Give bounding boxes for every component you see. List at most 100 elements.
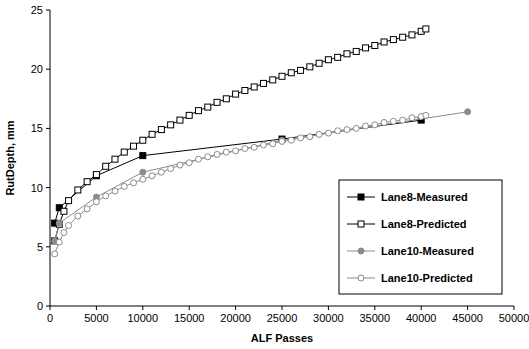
data-point	[112, 156, 118, 162]
data-point	[372, 43, 378, 49]
data-point	[344, 127, 350, 133]
y-tick	[46, 306, 50, 307]
data-point	[409, 32, 415, 38]
y-tick	[46, 69, 50, 70]
x-tick	[514, 306, 515, 310]
data-point	[400, 117, 406, 123]
data-point	[149, 131, 155, 137]
y-tick-label: 0	[37, 300, 43, 312]
data-point	[61, 230, 67, 236]
data-point	[84, 206, 90, 212]
chart: 0510152025050001000015000200002500030000…	[0, 0, 529, 349]
data-point	[131, 143, 137, 149]
x-tick	[96, 306, 97, 310]
x-tick-label: 5000	[84, 312, 108, 324]
data-point	[242, 146, 248, 152]
data-point	[140, 169, 146, 175]
y-tick	[46, 10, 50, 11]
data-point	[363, 45, 369, 51]
data-point	[168, 166, 174, 172]
x-tick-label: 50000	[499, 312, 529, 324]
plot-area	[52, 26, 471, 257]
data-point	[353, 125, 359, 131]
data-point	[66, 198, 72, 204]
data-point	[251, 84, 257, 90]
data-point	[214, 151, 220, 157]
data-point	[223, 96, 229, 102]
data-point	[423, 26, 429, 32]
data-point	[260, 142, 266, 148]
data-point	[195, 108, 201, 114]
data-point	[316, 60, 322, 66]
legend-label: Lane10-Measured	[381, 245, 474, 257]
legend-label: Lane8-Measured	[381, 191, 468, 203]
data-point	[93, 199, 99, 205]
x-tick	[189, 306, 190, 310]
data-point	[205, 104, 211, 110]
y-tick	[46, 246, 50, 247]
legend-box	[339, 180, 502, 294]
data-point	[103, 163, 109, 169]
x-tick	[235, 306, 236, 310]
data-point	[390, 37, 396, 43]
data-point	[400, 34, 406, 40]
legend-label: Lane8-Predicted	[381, 218, 467, 230]
data-point	[335, 128, 341, 134]
x-tick	[421, 306, 422, 310]
data-point	[288, 137, 294, 143]
data-point	[390, 118, 396, 124]
data-point	[316, 131, 322, 137]
data-point	[52, 251, 58, 257]
data-point	[93, 172, 99, 178]
y-tick	[46, 187, 50, 188]
legend: Lane8-Measured Lane8-Predicted Lane10-Meas…	[339, 180, 502, 294]
data-point	[423, 112, 429, 118]
x-tick	[142, 306, 143, 310]
data-point	[298, 135, 304, 141]
data-point	[363, 123, 369, 129]
y-axis-label: RutDepth, mm	[4, 120, 16, 195]
data-point	[233, 91, 239, 97]
x-tick-label: 10000	[128, 312, 159, 324]
x-tick-label: 25000	[267, 312, 298, 324]
data-point	[233, 148, 239, 154]
data-point	[103, 193, 109, 199]
legend-label: Lane10-Predicted	[381, 272, 473, 284]
x-tick-label: 20000	[220, 312, 251, 324]
data-point	[214, 99, 220, 105]
data-point	[195, 156, 201, 162]
data-point	[270, 141, 276, 147]
legend-marker	[358, 248, 364, 254]
data-point	[131, 180, 137, 186]
data-point	[177, 162, 183, 168]
series-line	[55, 112, 468, 241]
data-point	[75, 187, 81, 193]
data-point	[75, 213, 81, 219]
data-point	[223, 149, 229, 155]
x-tick-label: 45000	[452, 312, 483, 324]
data-point	[307, 64, 313, 70]
data-point	[279, 138, 285, 144]
data-point	[381, 119, 387, 125]
x-tick-label: 40000	[406, 312, 437, 324]
x-axis-label: ALF Passes	[251, 332, 313, 344]
y-tick-label: 10	[31, 182, 43, 194]
data-point	[61, 208, 67, 214]
y-tick-label: 25	[31, 4, 43, 16]
data-point	[158, 169, 164, 175]
data-point	[149, 173, 155, 179]
x-tick-label: 30000	[313, 312, 344, 324]
x-tick	[374, 306, 375, 310]
data-point	[56, 220, 62, 226]
data-point	[66, 222, 72, 228]
data-point	[140, 153, 146, 159]
data-point	[205, 154, 211, 160]
x-tick	[282, 306, 283, 310]
data-point	[140, 137, 146, 143]
y-tick-label: 20	[31, 63, 43, 75]
x-tick-label: 0	[47, 312, 53, 324]
x-tick-label: 15000	[174, 312, 205, 324]
data-point	[381, 39, 387, 45]
data-point	[465, 109, 471, 115]
data-point	[242, 88, 248, 94]
